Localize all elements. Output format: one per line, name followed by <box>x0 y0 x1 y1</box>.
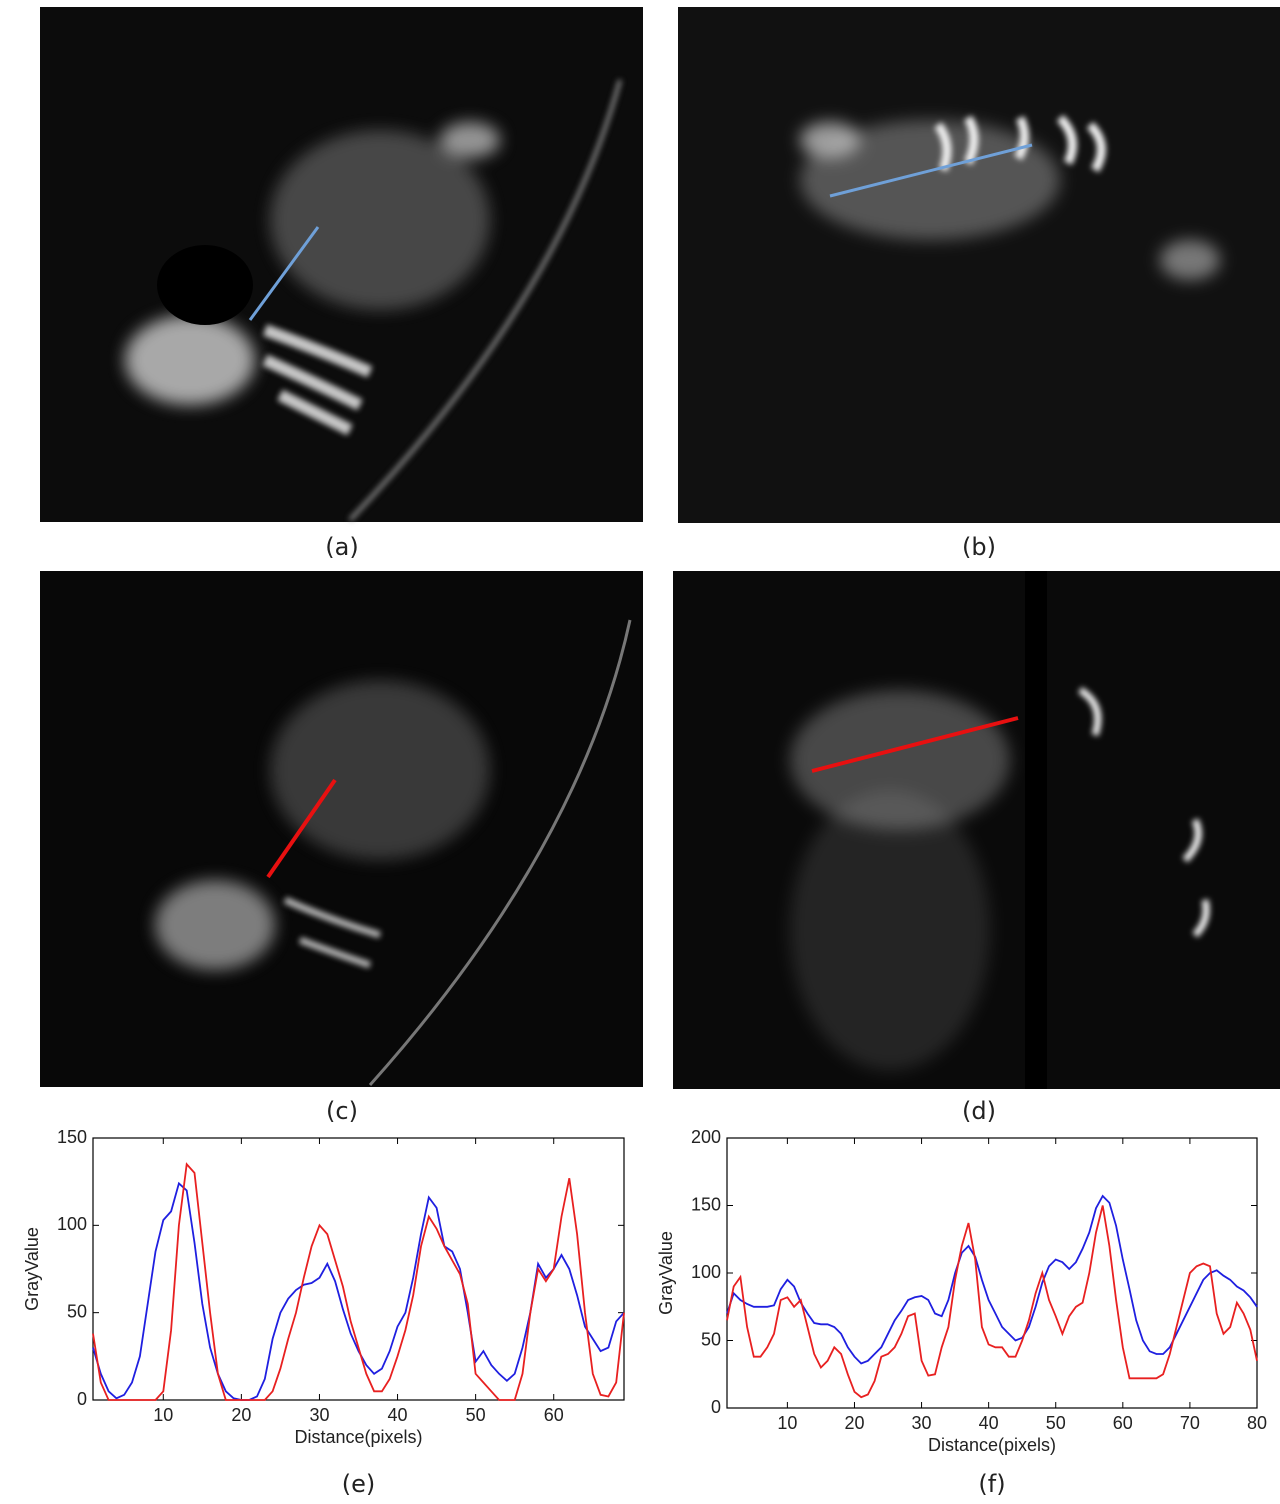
plot-area <box>92 1137 625 1401</box>
data-line <box>726 1194 1258 1365</box>
panel-label: (b) <box>962 533 996 561</box>
y-tick-label: 150 <box>691 1194 721 1214</box>
x-tick-label: 30 <box>309 1405 329 1425</box>
x-tick-label: 10 <box>777 1413 797 1433</box>
panel-label: (e) <box>342 1470 376 1498</box>
x-tick-label: 20 <box>844 1413 864 1433</box>
y-tick-label: 0 <box>711 1397 721 1417</box>
y-tick-label: 0 <box>77 1389 87 1409</box>
y-axis-label: GrayValue <box>656 1231 676 1315</box>
y-tick-label: 150 <box>57 1127 87 1147</box>
data-line <box>92 1162 625 1401</box>
y-tick-label: 100 <box>691 1262 721 1282</box>
data-line <box>726 1205 1258 1399</box>
panel-label: (c) <box>326 1097 358 1125</box>
x-tick-label: 40 <box>979 1413 999 1433</box>
y-tick-label: 100 <box>57 1214 87 1234</box>
y-tick-label: 50 <box>701 1329 721 1349</box>
x-axis-label: Distance(pixels) <box>928 1435 1056 1455</box>
image-a <box>40 7 643 522</box>
image-b <box>678 7 1280 523</box>
panel-label: (f) <box>978 1470 1005 1498</box>
plot-area <box>726 1137 1258 1409</box>
x-tick-label: 20 <box>231 1405 251 1425</box>
x-tick-label: 50 <box>1046 1413 1066 1433</box>
x-tick-label: 50 <box>466 1405 486 1425</box>
x-tick-label: 80 <box>1247 1413 1267 1433</box>
y-axis-label: GrayValue <box>22 1227 42 1311</box>
x-axis-label: Distance(pixels) <box>294 1427 422 1447</box>
y-tick-label: 200 <box>691 1127 721 1147</box>
x-tick-label: 60 <box>544 1405 564 1425</box>
panel-label: (d) <box>962 1097 996 1125</box>
x-tick-label: 60 <box>1113 1413 1133 1433</box>
image-c <box>40 571 643 1087</box>
y-tick-label: 50 <box>67 1301 87 1321</box>
x-tick-label: 70 <box>1180 1413 1200 1433</box>
panel-label: (a) <box>325 533 358 561</box>
x-tick-label: 30 <box>912 1413 932 1433</box>
x-tick-label: 40 <box>388 1405 408 1425</box>
x-tick-label: 10 <box>153 1405 173 1425</box>
image-d <box>673 571 1280 1089</box>
